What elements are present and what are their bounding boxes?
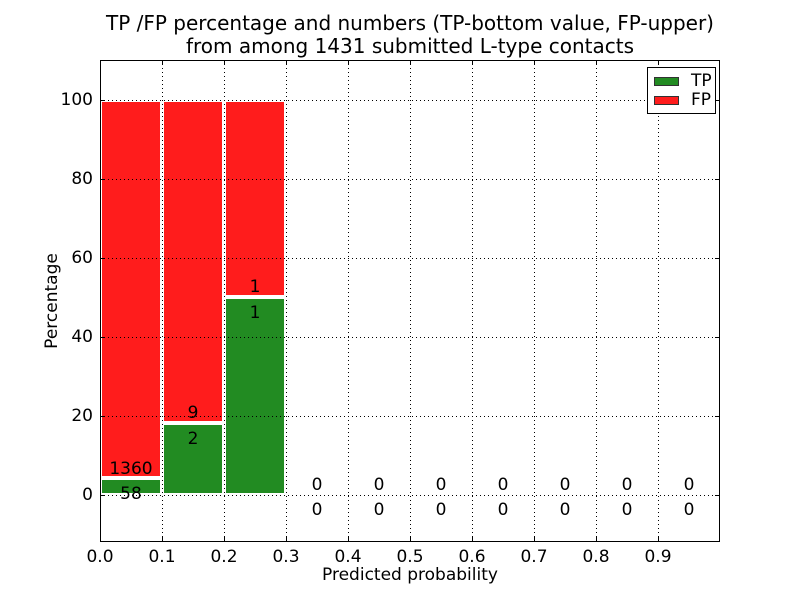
gridline-vertical bbox=[162, 60, 163, 542]
plot-area: 1360 58 9 2 1 1 0 0 0 0 0 0 0 0 0 0 0 0 0 0 TP FP bbox=[100, 60, 720, 542]
x-tick-mark-top bbox=[348, 60, 350, 65]
gridline-vertical bbox=[224, 60, 225, 542]
x-tick-mark-top bbox=[534, 60, 536, 65]
legend: TP FP bbox=[647, 67, 716, 114]
tp-count-label: 0 bbox=[373, 500, 385, 521]
tp-count-label: 0 bbox=[311, 500, 323, 521]
x-tick-label: 0.4 bbox=[334, 547, 362, 567]
x-tick-mark-top bbox=[596, 60, 598, 65]
fp-bar-segment bbox=[100, 99, 162, 479]
tp-count-label: 0 bbox=[621, 500, 633, 521]
fp-count-label: 0 bbox=[497, 474, 509, 495]
y-tick-mark-right bbox=[715, 415, 720, 417]
tp-count-label: 58 bbox=[120, 484, 142, 505]
fp-count-label: 0 bbox=[621, 474, 633, 495]
tp-count-label: 0 bbox=[683, 500, 695, 521]
y-tick-mark-right bbox=[715, 257, 720, 259]
fp-count-label: 1 bbox=[249, 277, 261, 298]
annotations-layer: 1360 58 9 2 1 1 0 0 0 0 0 0 0 0 0 0 0 0 0 0 bbox=[100, 60, 720, 542]
fp-count-label: 0 bbox=[683, 474, 695, 495]
tp-count-label: 0 bbox=[435, 500, 447, 521]
x-tick-mark bbox=[224, 537, 226, 542]
bars-layer bbox=[100, 60, 720, 542]
tp-bar-segment bbox=[224, 297, 286, 495]
x-tick-mark-top bbox=[162, 60, 164, 65]
y-tick-mark-right bbox=[715, 99, 720, 101]
gridline-vertical bbox=[658, 60, 659, 542]
y-tick-mark bbox=[100, 99, 105, 101]
gridline-vertical bbox=[596, 60, 597, 542]
y-tick-label: 60 bbox=[71, 247, 93, 268]
tp-bar-segment bbox=[162, 422, 224, 495]
x-tick-mark bbox=[286, 537, 288, 542]
fp-bar-segment bbox=[224, 99, 286, 298]
x-tick-label: 0.6 bbox=[458, 547, 486, 567]
fp-count-label: 0 bbox=[435, 474, 447, 495]
x-tick-mark bbox=[658, 537, 660, 542]
fp-bar-segment bbox=[162, 99, 224, 423]
x-tick-label: 0.2 bbox=[210, 547, 238, 567]
x-tick-mark-top bbox=[658, 60, 660, 65]
x-tick-label: 0.9 bbox=[644, 547, 672, 567]
tp-bar-segment bbox=[100, 478, 162, 495]
legend-entry: FP bbox=[654, 91, 715, 110]
y-tick-label: 100 bbox=[60, 89, 93, 110]
y-tick-label: 80 bbox=[71, 168, 93, 189]
y-tick-label: 20 bbox=[71, 405, 93, 426]
x-tick-mark-top bbox=[286, 60, 288, 65]
tp-count-label: 0 bbox=[497, 500, 509, 521]
chart-title-line1: TP /FP percentage and numbers (TP-bottom… bbox=[106, 11, 714, 35]
x-tick-mark-top bbox=[410, 60, 412, 65]
gridline-vertical bbox=[348, 60, 349, 542]
y-tick-mark bbox=[100, 415, 105, 417]
gridline-vertical bbox=[472, 60, 473, 542]
y-tick-mark bbox=[100, 178, 105, 180]
x-tick-mark bbox=[410, 537, 412, 542]
gridline-vertical bbox=[410, 60, 411, 542]
fp-count-label: 1360 bbox=[109, 458, 153, 479]
x-tick-label: 0.7 bbox=[520, 547, 548, 567]
y-tick-mark bbox=[100, 336, 105, 338]
y-tick-label: 0 bbox=[82, 484, 93, 505]
x-axis-label: Predicted probability bbox=[322, 565, 498, 585]
tp-count-label: 2 bbox=[187, 428, 199, 449]
x-tick-mark-top bbox=[224, 60, 226, 65]
legend-entry-label: TP bbox=[691, 71, 712, 91]
y-tick-mark-right bbox=[715, 494, 720, 496]
x-tick-label: 0.1 bbox=[148, 547, 176, 567]
tp-count-label: 0 bbox=[559, 500, 571, 521]
y-tick-mark bbox=[100, 257, 105, 259]
chart-title-line2: from among 1431 submitted L-type contact… bbox=[185, 34, 635, 58]
tp-legend-swatch bbox=[654, 77, 679, 86]
y-tick-label: 40 bbox=[71, 326, 93, 347]
y-tick-mark-right bbox=[715, 336, 720, 338]
x-tick-mark bbox=[162, 537, 164, 542]
y-tick-mark-right bbox=[715, 178, 720, 180]
x-tick-mark bbox=[596, 537, 598, 542]
fp-count-label: 0 bbox=[559, 474, 571, 495]
legend-entry: TP bbox=[654, 72, 715, 91]
x-tick-mark bbox=[534, 537, 536, 542]
fp-count-label: 0 bbox=[373, 474, 385, 495]
x-tick-label: 0.0 bbox=[86, 547, 114, 567]
x-tick-mark bbox=[348, 537, 350, 542]
x-tick-mark bbox=[472, 537, 474, 542]
x-tick-label: 0.8 bbox=[582, 547, 610, 567]
fp-legend-swatch bbox=[654, 96, 679, 105]
grid-layer bbox=[100, 60, 720, 542]
x-tick-mark-top bbox=[472, 60, 474, 65]
legend-entry-label: FP bbox=[691, 90, 712, 110]
gridline-vertical bbox=[286, 60, 287, 542]
fp-count-label: 9 bbox=[187, 402, 199, 423]
fp-count-label: 0 bbox=[311, 474, 323, 495]
tp-count-label: 1 bbox=[249, 302, 261, 323]
y-tick-mark bbox=[100, 494, 105, 496]
ticks-layer bbox=[100, 60, 720, 542]
x-tick-label: 0.5 bbox=[396, 547, 424, 567]
gridline-vertical bbox=[534, 60, 535, 542]
chart-title: TP /FP percentage and numbers (TP-bottom… bbox=[70, 12, 750, 58]
x-tick-label: 0.3 bbox=[272, 547, 300, 567]
